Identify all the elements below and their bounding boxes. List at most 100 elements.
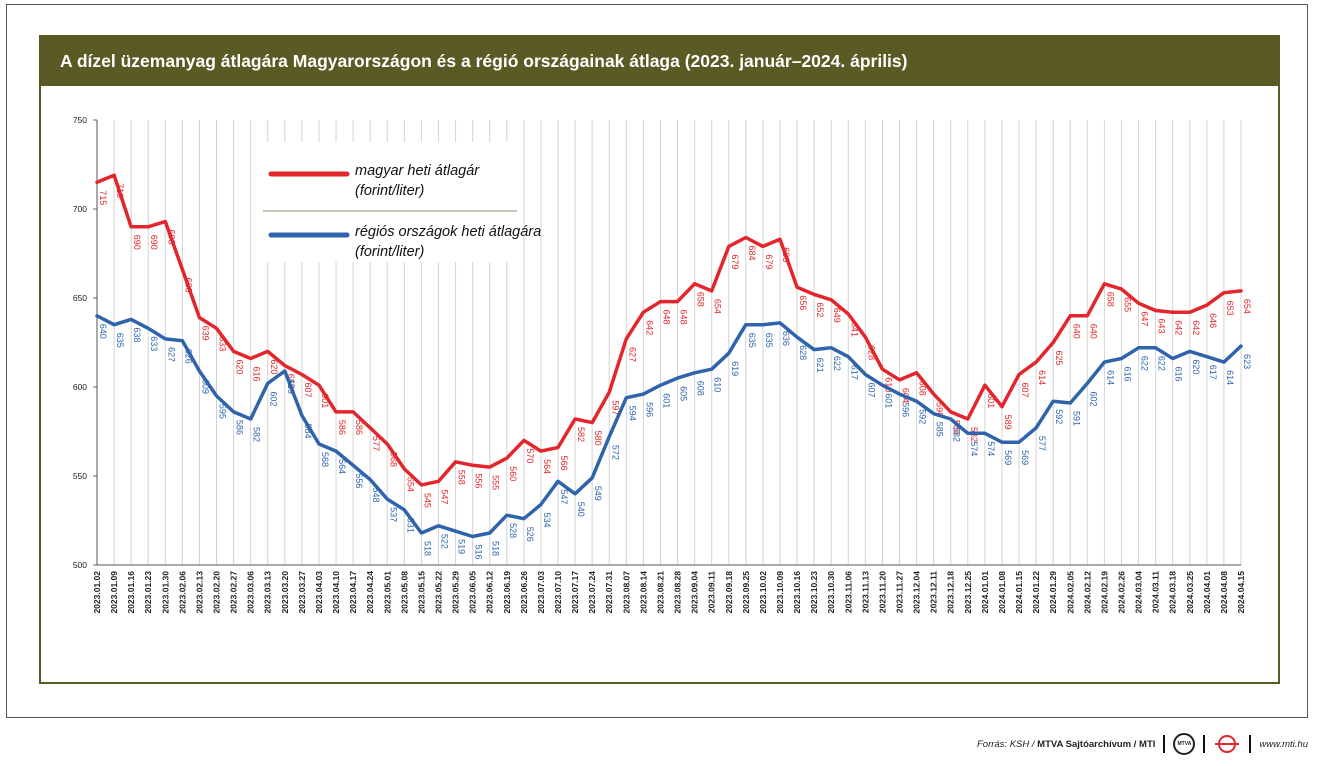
data-label: 607 — [303, 383, 313, 398]
series-line-region — [95, 314, 1243, 539]
x-tick-label: 2024.02.12 — [1082, 571, 1092, 614]
x-tick-label: 2024.03.25 — [1185, 571, 1195, 614]
data-label: 554 — [405, 477, 415, 492]
data-label: 614 — [1105, 370, 1115, 385]
data-label: 655 — [1122, 297, 1132, 312]
data-label: 628 — [866, 345, 876, 360]
x-tick-label: 2024.01.15 — [1014, 571, 1024, 614]
x-tick-label: 2023.02.06 — [177, 571, 187, 614]
data-label: 684 — [747, 245, 757, 260]
data-label: 570 — [525, 448, 535, 463]
x-tick-label: 2023.05.15 — [416, 571, 426, 614]
y-tick-label: 700 — [73, 204, 87, 214]
x-tick-label: 2024.01.22 — [1031, 571, 1041, 614]
x-tick-label: 2023.04.17 — [348, 571, 358, 614]
x-tick-label: 2024.02.19 — [1099, 571, 1109, 614]
data-label: 534 — [542, 512, 552, 527]
data-label: 547 — [559, 489, 569, 504]
data-label: 519 — [457, 539, 467, 554]
x-tick-label: 2023.11.06 — [843, 571, 853, 613]
x-tick-label: 2023.11.27 — [895, 571, 905, 613]
data-label: 596 — [644, 402, 654, 417]
data-label: 582 — [952, 427, 962, 442]
data-label: 589 — [1003, 415, 1013, 430]
data-label: 577 — [1037, 436, 1047, 451]
data-label: 640 — [1088, 324, 1098, 339]
x-tick-label: 2023.10.30 — [826, 571, 836, 614]
data-label: 584 — [303, 423, 313, 438]
data-label: 592 — [918, 409, 928, 424]
x-tick-label: 2024.04.15 — [1236, 571, 1246, 614]
data-label: 596 — [901, 402, 911, 417]
data-label: 642 — [1191, 320, 1201, 335]
legend-label: régiós országok heti átlagára — [355, 224, 541, 240]
data-label: 633 — [149, 336, 159, 351]
data-label: 602 — [269, 391, 279, 406]
data-label: 531 — [405, 518, 415, 533]
x-tick-label: 2023.05.01 — [382, 571, 392, 614]
x-tick-label: 2023.01.23 — [143, 571, 153, 614]
data-label: 582 — [576, 427, 586, 442]
data-label: 628 — [798, 345, 808, 360]
x-tick-label: 2023.06.12 — [485, 571, 495, 614]
data-label: 569 — [1003, 450, 1013, 465]
data-label: 608 — [918, 381, 928, 396]
data-label: 635 — [747, 333, 757, 348]
data-label: 693 — [166, 229, 176, 244]
x-tick-label: 2024.01.01 — [980, 571, 990, 614]
x-tick-label: 2023.09.18 — [724, 571, 734, 614]
x-tick-label: 2023.12.11 — [929, 571, 939, 613]
data-label: 620 — [1191, 359, 1201, 374]
data-label: 612 — [286, 374, 296, 389]
data-label: 636 — [781, 331, 791, 346]
separator — [1203, 735, 1206, 753]
data-label: 592 — [1054, 409, 1064, 424]
data-label: 627 — [627, 347, 637, 362]
data-label: 620 — [235, 359, 245, 374]
data-label: 607 — [1020, 383, 1030, 398]
data-label: 646 — [1208, 313, 1218, 328]
x-tick-label: 2023.01.09 — [109, 571, 119, 614]
x-tick-label: 2023.10.02 — [758, 571, 768, 614]
data-label: 582 — [252, 427, 262, 442]
data-label: 601 — [661, 393, 671, 408]
data-label: 566 — [559, 456, 569, 471]
data-label: 617 — [1208, 365, 1218, 380]
x-tick-label: 2023.04.10 — [331, 571, 341, 614]
data-label: 586 — [952, 420, 962, 435]
data-label: 601 — [320, 393, 330, 408]
data-label: 556 — [474, 473, 484, 488]
data-label: 679 — [730, 254, 740, 269]
data-label: 568 — [320, 452, 330, 467]
data-label: 616 — [1122, 367, 1132, 382]
x-tick-label: 2023.09.11 — [707, 571, 717, 613]
data-label: 586 — [235, 420, 245, 435]
data-label: 654 — [1242, 299, 1252, 314]
data-label: 616 — [252, 367, 262, 382]
data-label: 608 — [696, 381, 706, 396]
x-tick-label: 2023.08.14 — [638, 571, 648, 614]
footer: Forrás: KSH / MTVA Sajtóarchívum / MTI M… — [0, 728, 1312, 760]
x-tick-label: 2023.03.27 — [297, 571, 307, 614]
data-label: 622 — [832, 356, 842, 371]
data-label: 620 — [269, 359, 279, 374]
data-label: 580 — [593, 431, 603, 446]
data-label: 641 — [849, 322, 859, 337]
data-label: 574 — [986, 441, 996, 456]
data-label: 619 — [730, 361, 740, 376]
y-tick-label: 650 — [73, 293, 87, 303]
data-label: 609 — [286, 379, 296, 394]
data-label: 639 — [200, 326, 210, 341]
data-label: 560 — [508, 466, 518, 481]
x-tick-label: 2023.02.13 — [194, 571, 204, 614]
data-label: 610 — [713, 377, 723, 392]
website-link[interactable]: www.mti.hu — [1259, 738, 1308, 750]
data-label: 623 — [1242, 354, 1252, 369]
data-label: 585 — [935, 422, 945, 437]
data-label: 569 — [1020, 450, 1030, 465]
data-label: 622 — [1157, 356, 1167, 371]
x-tick-label: 2024.02.26 — [1116, 571, 1126, 614]
y-tick-label: 600 — [73, 382, 87, 392]
data-label: 610 — [883, 377, 893, 392]
data-label: 633 — [218, 336, 228, 351]
